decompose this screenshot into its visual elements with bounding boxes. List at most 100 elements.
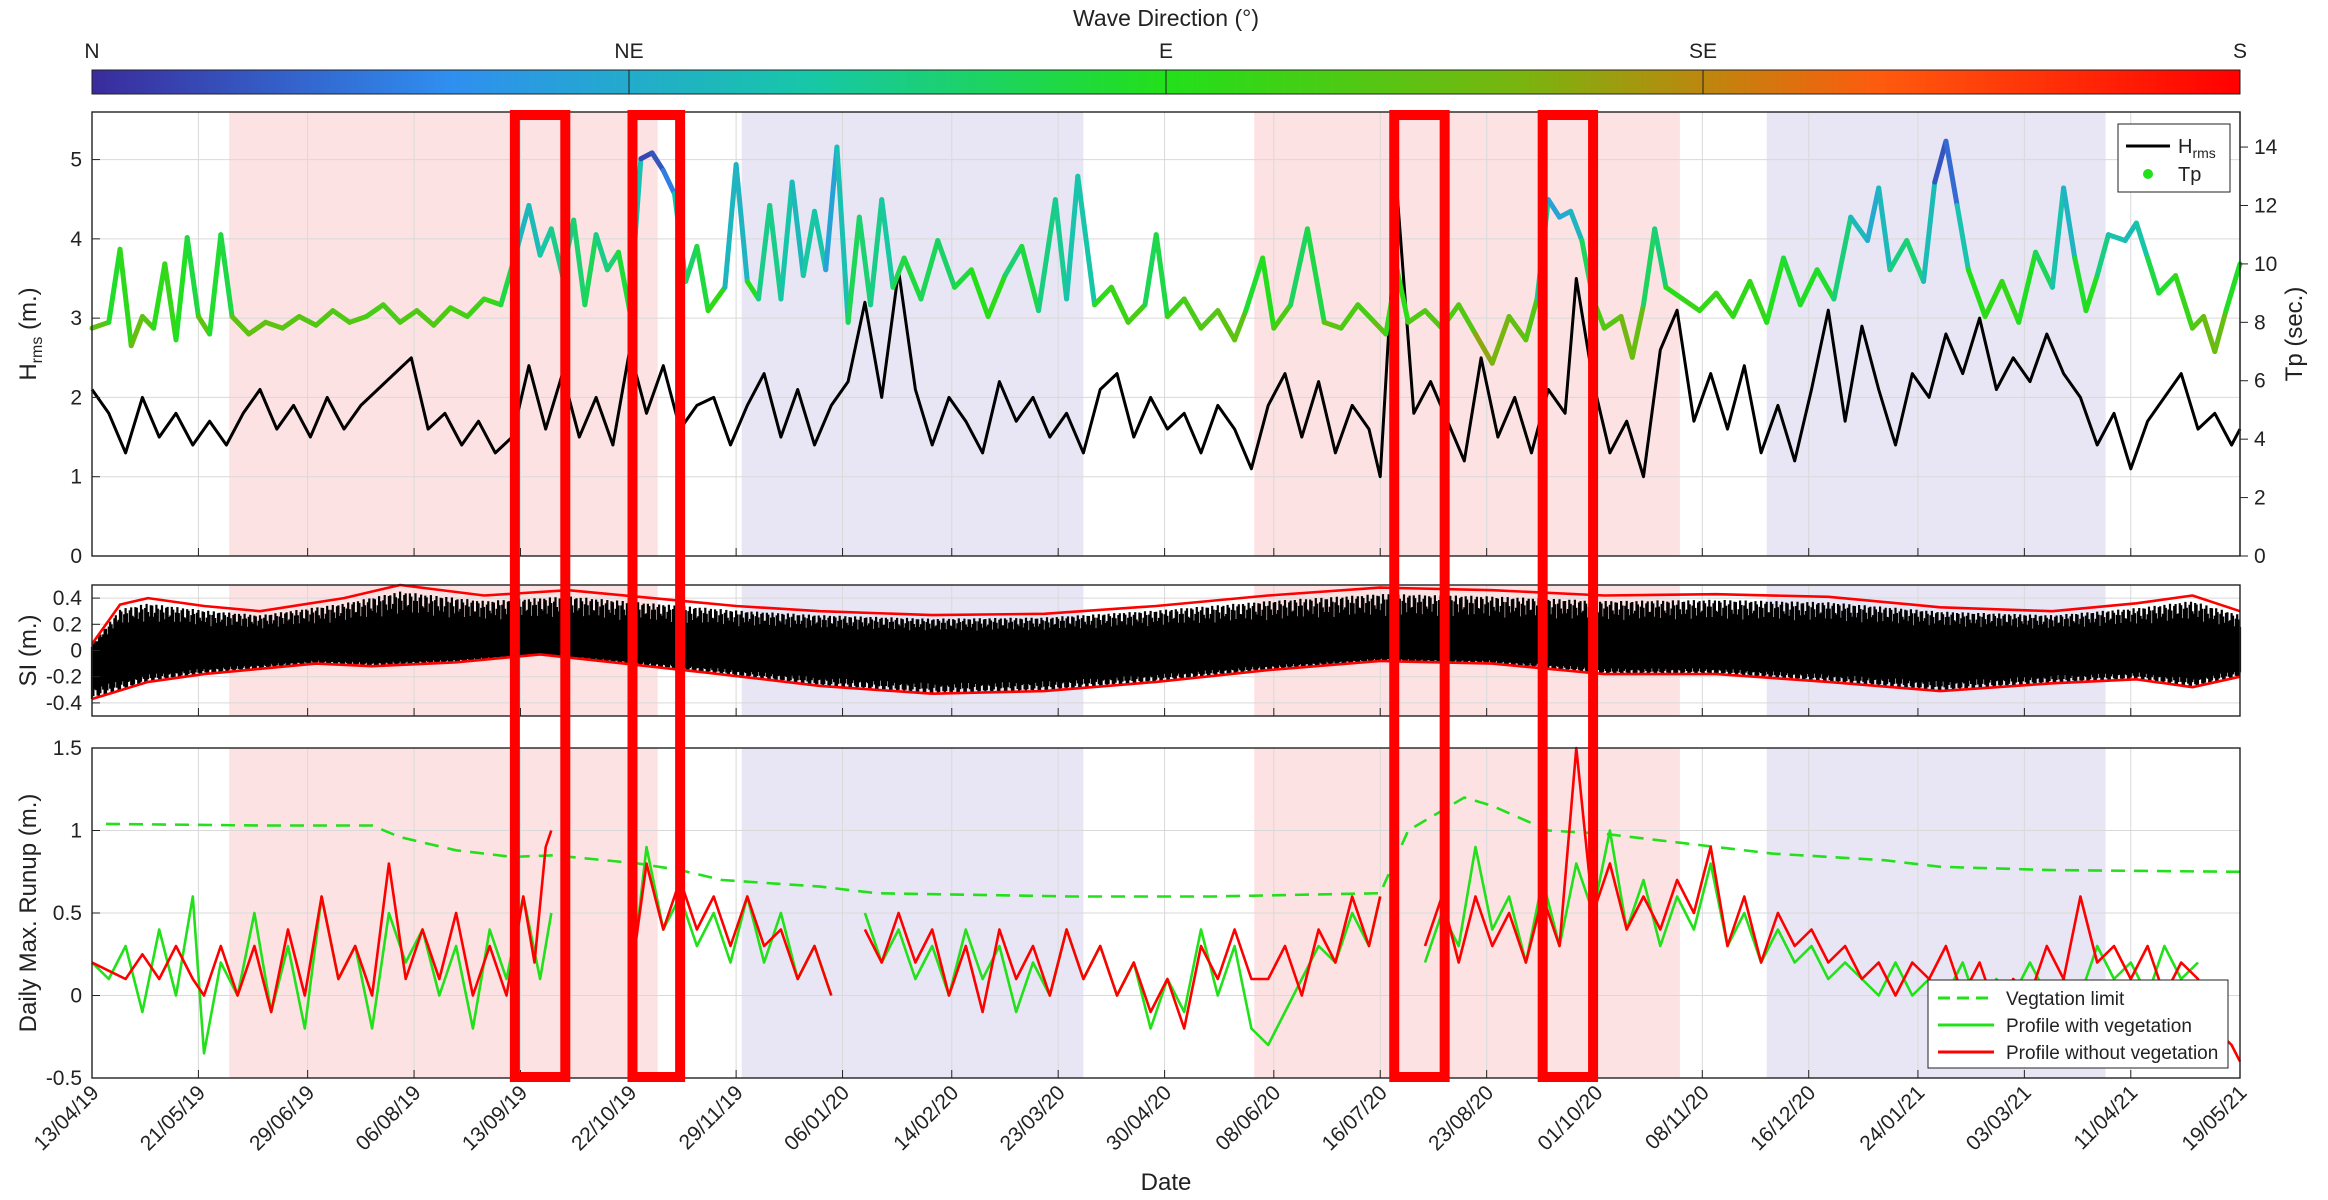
tp-segment xyxy=(296,313,319,328)
tp-segment xyxy=(1075,173,1098,308)
y-tick-label: 1 xyxy=(70,820,82,843)
x-tick-label: 08/11/20 xyxy=(1641,1081,1714,1154)
tp-segment xyxy=(1243,255,1266,314)
tp-segment xyxy=(1640,226,1658,308)
tp-segment xyxy=(1680,296,1702,314)
y-tick-label: 0.5 xyxy=(53,902,82,925)
tp-segment xyxy=(968,267,991,319)
y-tick-label: 5 xyxy=(70,149,82,172)
tp-segment xyxy=(1456,302,1478,337)
tp-segment xyxy=(2145,255,2162,296)
tp-segment xyxy=(1321,319,1344,331)
tp-segment xyxy=(1338,302,1361,331)
tp-segment xyxy=(89,319,112,331)
tp-segment xyxy=(1052,197,1070,302)
tp-segment xyxy=(694,243,711,314)
y2-tick-label: 8 xyxy=(2254,311,2266,334)
y-tick-label: 1.5 xyxy=(53,737,82,760)
y2-tick-label: 0 xyxy=(2254,545,2266,568)
tp-segment xyxy=(207,232,224,337)
tp-segment xyxy=(229,313,252,337)
series-line-hrms xyxy=(90,189,2242,479)
x-tick-label: 23/03/20 xyxy=(996,1081,1070,1155)
y-tick-label: 0 xyxy=(70,640,82,663)
tp-segment xyxy=(2156,273,2179,296)
tp-segment xyxy=(313,308,336,328)
tp-segment xyxy=(447,305,470,319)
tp-segment xyxy=(1523,296,1540,343)
tp-segment xyxy=(263,319,285,331)
tp-segment xyxy=(414,308,437,328)
tp-segment xyxy=(1153,232,1170,319)
series-line-profile-without-vegetation xyxy=(91,746,2242,1063)
tp-segment xyxy=(218,232,235,319)
x-tick-label: 16/12/20 xyxy=(1746,1081,1820,1155)
tp-segment xyxy=(985,273,1008,319)
tp-segment xyxy=(1288,226,1310,308)
tp-segment xyxy=(1713,290,1736,319)
tp-segment xyxy=(2212,308,2229,355)
tp-segment xyxy=(1215,308,1238,343)
y-tick-label: 3 xyxy=(70,307,82,330)
tp-segment xyxy=(1472,331,1495,366)
tp-segment xyxy=(705,284,728,314)
colorbar-tick-label: S xyxy=(2233,40,2247,63)
tp-segment xyxy=(173,235,190,343)
axes-frame xyxy=(91,111,2241,557)
tp-segment xyxy=(2122,220,2139,244)
y-tick-label: 2 xyxy=(70,386,82,409)
tp-segment xyxy=(1064,173,1081,302)
highlight-box xyxy=(1389,110,1450,1082)
tp-segment xyxy=(363,302,386,319)
x-tick-label: 11/04/21 xyxy=(2069,1081,2142,1154)
y-axis-label-sub: rms xyxy=(29,337,46,364)
tp-segment xyxy=(1260,255,1277,331)
y-tick-label: -0.5 xyxy=(46,1067,82,1090)
tp-segment xyxy=(537,226,554,258)
legend-label: Profile with vegetation xyxy=(2006,1016,2192,1037)
tp-segment xyxy=(1999,278,2022,325)
y2-tick-label: 6 xyxy=(2254,370,2266,393)
colorbar-tick-label: N xyxy=(84,40,99,63)
tp-segment xyxy=(1629,302,1646,360)
tp-segment xyxy=(901,255,924,302)
tp-segment xyxy=(1164,296,1187,319)
tp-segment xyxy=(1142,232,1159,308)
tp-segment xyxy=(1764,255,1787,325)
tp-segment xyxy=(767,202,784,302)
legend-box xyxy=(2117,123,2231,193)
tp-segment xyxy=(756,202,773,302)
shaded-period xyxy=(229,112,658,556)
tp-segment xyxy=(347,313,369,325)
y-axis-label: Hrms (m.) xyxy=(15,287,46,380)
y-tick-label: -0.2 xyxy=(46,666,82,689)
tp-segment xyxy=(1601,313,1624,331)
y-tick-label: 0 xyxy=(70,545,82,568)
legend-label-sub: rms xyxy=(2192,145,2215,161)
tp-segment xyxy=(1730,278,1753,319)
tp-segment xyxy=(2016,249,2039,325)
legend-swatch xyxy=(2143,169,2153,179)
y-tick-label: 4 xyxy=(70,228,82,251)
tp-segment xyxy=(879,197,896,290)
colorbar-tick-label: E xyxy=(1159,40,1173,63)
tp-segment xyxy=(1831,214,1854,302)
colorbar-tick-label: SE xyxy=(1689,40,1717,63)
tp-segment xyxy=(1271,302,1294,331)
tp-segment xyxy=(1489,313,1512,366)
x-tick-label: 16/07/20 xyxy=(1318,1081,1392,1155)
shaded-period xyxy=(1254,112,1680,556)
x-tick-label: 29/06/19 xyxy=(245,1081,319,1155)
panel-runup: -0.5 0 0.5 1 1.5 Daily Max. Runup (m.) Vegtati… xyxy=(15,737,2242,1090)
tp-segment xyxy=(1954,202,1971,273)
x-tick-label: 21/05/19 xyxy=(136,1081,210,1155)
x-tick-label: 23/08/20 xyxy=(1424,1081,1498,1155)
tp-segment xyxy=(1506,313,1529,343)
tp-segment xyxy=(935,238,958,290)
tp-segment xyxy=(106,246,123,325)
tp-segment xyxy=(330,308,353,325)
tp-segment xyxy=(1232,308,1249,343)
tp-segment xyxy=(128,313,145,349)
tp-segment xyxy=(593,232,610,273)
